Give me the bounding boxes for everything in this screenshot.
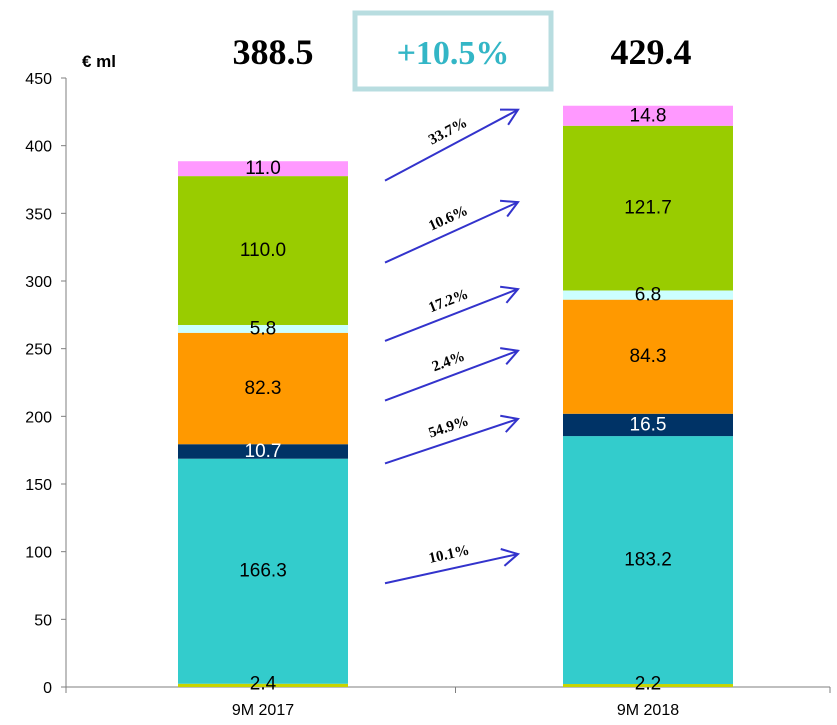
header: 388.5 +10.5% 429.4: [233, 10, 692, 92]
bar-segment: [563, 290, 733, 300]
growth-arrow-shaft: [384, 349, 519, 402]
bar-segment: [563, 299, 733, 414]
segment-value-label: 11.0: [245, 158, 281, 179]
segment-value-label: 110.0: [240, 240, 286, 261]
growth-arrow-shaft: [384, 288, 519, 342]
bar-segment: [563, 436, 733, 685]
growth-arrow-head: [500, 285, 520, 304]
segment-value-label: 84.3: [630, 346, 667, 367]
bar-segment: [563, 413, 733, 437]
segment-value-label: 16.5: [630, 414, 667, 435]
growth-arrow-head: [500, 347, 520, 365]
growth-arrow-head: [499, 199, 520, 218]
x-tick-label: 9M 2018: [617, 702, 679, 719]
y-tick-label: 400: [25, 139, 52, 156]
y-tick-label: 150: [25, 477, 52, 494]
growth-arrow: 33.7%: [384, 108, 520, 182]
bars: 2.4 166.3 10.7 82.3 5.8 110.0 11.0 2.2 183.2 16.5…: [178, 105, 733, 695]
growth-arrow-head: [500, 414, 520, 433]
growth-arrows: 10.1% 54.9% 2.4% 17.2% 10.6% 33.7%: [384, 108, 521, 585]
segment-value-label: 166.3: [239, 561, 287, 582]
segment-value-label: 10.7: [245, 441, 282, 462]
growth-arrow-head: [499, 108, 520, 126]
growth-arrow: 10.1%: [384, 543, 521, 585]
segment-value-label: 14.8: [630, 105, 667, 126]
growth-percent-label: 33.7%: [426, 115, 470, 149]
total-growth: +10.5%: [397, 35, 510, 72]
axes: 0 50 100 150 200 250 300 350 400 450 9M 2017 9M 201…: [25, 71, 831, 719]
bar-segment: [563, 684, 733, 687]
bar-segment: [178, 458, 348, 684]
growth-arrow: 10.6%: [384, 199, 520, 264]
bar-segment: [178, 683, 348, 687]
growth-arrow-shaft: [384, 553, 519, 585]
y-axis-unit-label: € ml: [82, 52, 116, 71]
total-2018: 429.4: [611, 32, 692, 72]
y-tick-label: 100: [25, 545, 52, 562]
growth-percent-label: 10.6%: [426, 203, 470, 235]
growth-arrow-shaft: [384, 201, 519, 264]
total-2017: 388.5: [233, 32, 314, 72]
segment-value-label: 121.7: [624, 198, 672, 219]
bar-segment: [178, 332, 348, 445]
segment-value-label: 2.2: [635, 674, 661, 695]
bar-segment: [178, 324, 348, 333]
growth-percent-label: 17.2%: [426, 286, 470, 316]
segment-value-label: 6.8: [635, 285, 661, 306]
growth-arrow: 54.9%: [384, 413, 520, 465]
growth-box: [352, 10, 554, 92]
x-tick-label: 9M 2017: [232, 702, 294, 719]
growth-arrow-shaft: [384, 417, 519, 465]
y-tick-label: 200: [25, 409, 52, 426]
bar-segment: [178, 176, 348, 325]
growth-arrow: 17.2%: [384, 285, 520, 342]
y-tick-label: 300: [25, 274, 52, 291]
growth-arrow-head: [500, 548, 521, 567]
y-tick-label: 50: [34, 612, 52, 629]
bar-segment: [563, 105, 733, 126]
y-tick-label: 0: [43, 680, 52, 697]
y-tick-label: 350: [25, 206, 52, 223]
bar-segment: [563, 125, 733, 291]
segment-value-label: 183.2: [624, 550, 672, 571]
segment-value-label: 2.4: [250, 674, 277, 695]
y-tick-label: 250: [25, 342, 52, 359]
bar-segment: [178, 444, 348, 459]
segment-value-label: 5.8: [250, 318, 276, 339]
growth-percent-label: 10.1%: [427, 543, 471, 567]
y-tick-label: 450: [25, 71, 52, 88]
segment-value-label: 82.3: [245, 378, 282, 399]
growth-arrow-shaft: [384, 108, 519, 182]
growth-arrow: 2.4%: [384, 347, 520, 402]
bar-segment: [178, 161, 348, 177]
